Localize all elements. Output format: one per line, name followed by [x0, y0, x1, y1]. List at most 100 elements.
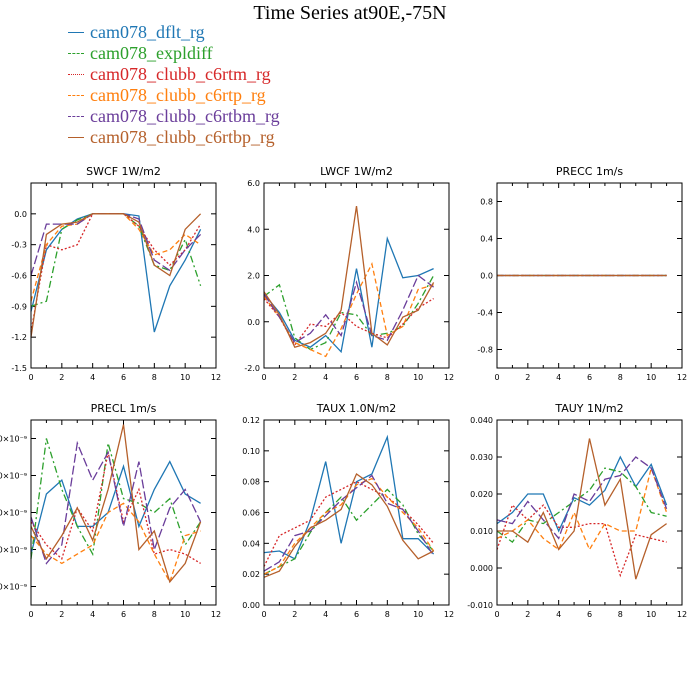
y-tick-label: -1.5: [11, 364, 27, 373]
legend-label: cam078_clubb_c6rtbp_rg: [90, 127, 275, 147]
x-tick-label: 4: [90, 373, 95, 382]
x-tick-label: 8: [385, 373, 390, 382]
legend-item: cam078_clubb_c6rtp_rg: [68, 85, 280, 106]
y-tick-label: 0.08: [242, 478, 260, 487]
page-title: Time Series at90E,-75N: [253, 2, 447, 24]
y-tick-label: .0×10⁻⁹: [0, 546, 27, 555]
y-tick-label: 0.06: [242, 509, 260, 518]
legend-label: cam078_clubb_c6rtbm_rg: [90, 106, 280, 126]
y-tick-label: .0×10⁻⁹: [0, 472, 27, 481]
y-tick-label: 0.030: [470, 453, 493, 462]
x-tick-label: 10: [413, 373, 423, 382]
x-tick-label: 12: [211, 373, 221, 382]
plot-frame: [263, 419, 450, 606]
x-tick-label: 8: [618, 373, 623, 382]
x-tick-label: 4: [323, 373, 328, 382]
y-tick-label: .0×10⁻⁹: [0, 509, 27, 518]
y-tick-label: -0.8: [477, 346, 493, 355]
x-tick-label: 0: [494, 610, 499, 619]
series-line: [30, 438, 202, 559]
x-tick-label: 2: [292, 373, 297, 382]
y-tick-label: -0.9: [11, 302, 27, 311]
plot-frame: [496, 419, 683, 606]
chart-title: PRECL 1m/s: [91, 402, 157, 415]
legend-label: cam078_clubb_c6rtp_rg: [90, 85, 266, 105]
x-tick-label: 2: [59, 373, 64, 382]
y-tick-label: 0.12: [242, 416, 260, 425]
chart-title: TAUY 1N/m2: [554, 402, 623, 415]
x-tick-label: 6: [587, 610, 592, 619]
legend-swatch: [68, 74, 84, 75]
series-line: [496, 467, 667, 544]
series-line: [30, 502, 201, 584]
legend-label: cam078_clubb_c6rtm_rg: [90, 64, 271, 84]
y-tick-label: 4.0: [247, 225, 260, 234]
legend-item: cam078_clubb_c6rtm_rg: [68, 64, 280, 85]
y-tick-label: -0.4: [477, 309, 493, 318]
chart-title: SWCF 1W/m2: [86, 165, 161, 178]
series-line: [263, 477, 435, 575]
legend-swatch: [68, 53, 84, 54]
y-tick-label: 0.02: [242, 570, 260, 579]
y-tick-label: -2.0: [244, 364, 260, 373]
x-tick-label: 0: [494, 373, 499, 382]
y-tick-label: 0.8: [480, 198, 493, 207]
x-tick-label: 8: [618, 610, 623, 619]
chart-panel: PRECC 1m/s 0 2 4 6 8 10 12 -0.8 -0.4 0.0 0.4 0.8: [477, 165, 687, 382]
chart-panel: PRECL 1m/s 0 2 4 6 8 10 12 .0×10⁻⁹ .0×10⁻⁹ .0×10⁻⁹…: [0, 402, 221, 619]
x-tick-label: 8: [385, 610, 390, 619]
series-line: [263, 298, 434, 347]
x-tick-label: 6: [121, 373, 126, 382]
x-tick-label: 12: [444, 373, 454, 382]
series-line: [263, 488, 435, 575]
legend-item: cam078_expldiff: [68, 43, 280, 64]
legend-item: cam078_clubb_c6rtbp_rg: [68, 127, 280, 148]
series-line: [496, 503, 667, 578]
plot-frame: [496, 182, 683, 369]
x-tick-label: 2: [292, 610, 297, 619]
y-tick-label: .0×10⁻⁹: [0, 435, 27, 444]
plot-frame: [30, 182, 217, 369]
series-line: [30, 213, 202, 338]
chart-title: LWCF 1W/m2: [320, 165, 393, 178]
plot-frame: [263, 182, 450, 369]
series-line: [263, 474, 435, 572]
chart-title: PRECC 1m/s: [556, 165, 624, 178]
series-line: [30, 213, 202, 307]
x-tick-label: 12: [211, 610, 221, 619]
legend-item: cam078_clubb_c6rtbm_rg: [68, 106, 280, 127]
x-tick-label: 6: [587, 373, 592, 382]
y-tick-label: 0.0: [14, 210, 27, 219]
x-tick-label: 0: [261, 610, 266, 619]
series-line: [496, 455, 668, 533]
x-tick-label: 4: [556, 610, 561, 619]
series-line: [30, 213, 202, 333]
x-tick-label: 0: [28, 373, 33, 382]
x-tick-label: 4: [556, 373, 561, 382]
y-tick-label: 0.4: [480, 235, 493, 244]
x-tick-label: 6: [121, 610, 126, 619]
x-tick-label: 8: [152, 610, 157, 619]
chart-panel: TAUY 1N/m2 0 2 4 6 8 10 12 -0.010 0.000 0.010 0.020…: [467, 402, 687, 619]
series-line: [263, 473, 434, 578]
x-tick-label: 4: [90, 610, 95, 619]
x-tick-label: 8: [152, 373, 157, 382]
x-tick-label: 10: [180, 373, 190, 382]
series-line: [30, 213, 202, 276]
series-line: [263, 434, 435, 560]
chart-panel: SWCF 1W/m2 0 2 4 6 8 10 12 -1.5 -1.2 -0.9 -0.6 -0.3 0…: [11, 165, 221, 382]
y-tick-label: 0.0: [247, 318, 260, 327]
legend-swatch: [68, 116, 84, 117]
x-tick-label: 0: [28, 610, 33, 619]
y-tick-label: 0.000: [470, 564, 493, 573]
series-line: [496, 465, 668, 551]
legend-item: cam078_dflt_rg: [68, 22, 280, 43]
y-tick-label: 0.040: [470, 416, 493, 425]
x-tick-label: 2: [59, 610, 64, 619]
series-line: [263, 274, 434, 344]
x-tick-label: 4: [323, 610, 328, 619]
x-tick-label: 6: [354, 610, 359, 619]
chart-panel: TAUX 1.0N/m2 0 2 4 6 8 10 12 0.00 0.02 0.04 0.06 0.0…: [242, 402, 454, 619]
series-line: [30, 213, 202, 333]
